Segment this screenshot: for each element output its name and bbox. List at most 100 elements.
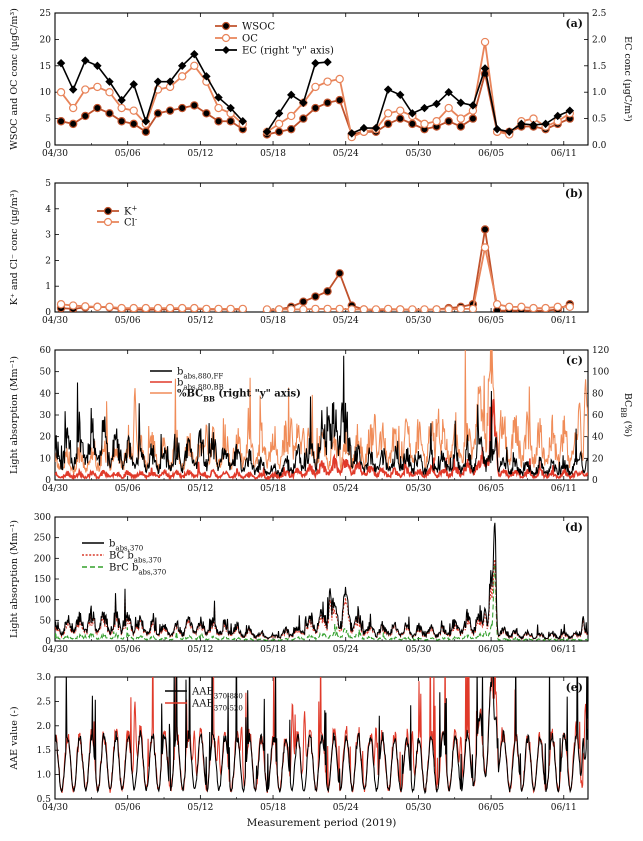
point-WSOC — [468, 114, 478, 123]
point-EC — [56, 58, 66, 68]
point-EC — [432, 99, 441, 109]
legend-label-K+: K+ — [124, 205, 137, 218]
point-WSOC — [56, 117, 66, 126]
point-EC — [359, 123, 369, 133]
legend-marker — [103, 206, 113, 216]
y-tick-label: 60 — [40, 346, 52, 356]
panel-label: (e) — [566, 681, 583, 694]
text-part: EC conc (µgC/m³) — [622, 36, 633, 122]
y-tick-label: 150 — [34, 575, 51, 585]
point-EC — [529, 120, 538, 130]
point-K+ — [480, 225, 490, 234]
x-tick-label: 05/06 — [115, 316, 141, 326]
y2-tick-label: 2.0 — [592, 35, 607, 45]
point-OC — [117, 103, 126, 113]
point-EC — [93, 61, 102, 70]
point-EC — [565, 106, 575, 115]
y2-axis-label: EC conc (µgC/m³) — [622, 36, 633, 122]
y-tick-label: 2.5 — [37, 697, 52, 707]
point-EC — [165, 77, 175, 86]
point-Cl- — [396, 305, 405, 312]
point-WSOC — [141, 127, 151, 136]
point-OC — [396, 106, 405, 115]
point-EC — [408, 109, 417, 118]
panel-c: 04/30 05/06 05/12 05/18 05/24 05/30 06/05 06/11… — [9, 346, 633, 494]
y-tick-label: 2.0 — [37, 722, 52, 732]
point-EC — [311, 58, 320, 68]
x-tick-label: 05/24 — [333, 316, 359, 326]
text-part: - — [135, 216, 138, 224]
point-OC — [129, 106, 138, 115]
point-WSOC — [299, 114, 308, 123]
y-tick-label: 5 — [45, 179, 51, 189]
point-EC — [202, 72, 211, 81]
text-part: abs,370 — [134, 557, 162, 565]
legend-label-%BC_BB: %BCBB (right "y" axis) — [177, 389, 301, 404]
y2-tick-label: 1.5 — [592, 62, 607, 72]
point-EC — [141, 117, 151, 126]
y-tick-label: 5 — [45, 115, 51, 125]
point-EC — [444, 88, 453, 97]
point-Cl- — [274, 305, 284, 312]
x-tick-label: 06/05 — [478, 316, 504, 326]
point-K+ — [335, 269, 344, 278]
text-part: abs,370 — [138, 569, 166, 577]
point-Cl- — [190, 303, 199, 312]
y2-axis-label: BCBB (%) — [619, 393, 633, 437]
point-Cl- — [335, 304, 344, 312]
text-part: + — [131, 205, 137, 213]
point-EC — [541, 119, 550, 129]
point-WSOC — [105, 109, 114, 118]
point-EC — [262, 127, 272, 136]
series-line-WSOC — [60, 104, 244, 134]
y-tick-label: 1.0 — [37, 771, 52, 781]
point-EC — [383, 85, 393, 94]
x-tick-label: 06/05 — [478, 149, 504, 159]
point-WSOC — [68, 119, 78, 129]
text-part: b — [177, 367, 183, 378]
text-part: BC b — [109, 551, 134, 562]
point-OC — [323, 77, 332, 86]
text-part: abs,370 — [115, 545, 143, 553]
point-Cl- — [287, 305, 296, 312]
point-WSOC — [214, 117, 223, 126]
point-Cl- — [347, 305, 356, 312]
data-area — [56, 225, 575, 312]
y-axis-label: WSOC and OC conc (µgC/m³) — [9, 8, 20, 150]
series-line-AAE370-880 — [55, 677, 588, 795]
x-tick-label: 05/18 — [260, 149, 286, 159]
point-OC — [383, 109, 393, 118]
y-tick-label: 50 — [40, 616, 52, 626]
x-tick-label: 05/06 — [115, 484, 141, 494]
point-OC — [93, 82, 102, 92]
y-tick-label: 0 — [45, 141, 51, 151]
x-tick-label: 05/30 — [405, 803, 431, 813]
text-part: abs,880,BB — [183, 384, 223, 392]
x-tick-label: 05/24 — [333, 803, 359, 813]
panel-b: 04/30 05/06 05/12 05/18 05/24 05/30 06/05 06/11… — [9, 179, 589, 326]
point-OC — [274, 119, 284, 129]
x-tick-label: 05/30 — [405, 149, 431, 159]
y2-tick-label: 2.5 — [592, 9, 607, 19]
point-OC — [420, 119, 429, 129]
point-EC — [505, 127, 514, 136]
y-tick-label: 40 — [40, 389, 52, 399]
point-WSOC — [153, 109, 163, 118]
point-Cl- — [420, 305, 429, 312]
point-WSOC — [165, 106, 175, 115]
point-Cl- — [468, 304, 478, 312]
point-WSOC — [383, 119, 393, 129]
point-Cl- — [214, 304, 223, 312]
y-axis-label: K⁺ and Cl⁻ conc (µg/m³) — [9, 190, 20, 306]
text-part: BB — [619, 407, 627, 417]
x-tick-label: 04/30 — [42, 316, 68, 326]
data-area — [55, 522, 588, 641]
point-WSOC — [93, 103, 102, 113]
text-part: K — [124, 207, 132, 218]
x-tick-label: 05/30 — [405, 316, 431, 326]
point-Cl- — [517, 302, 526, 312]
x-tick-label: 05/12 — [187, 803, 213, 813]
text-part: %BC — [177, 389, 203, 400]
x-tick-label: 05/18 — [260, 316, 286, 326]
